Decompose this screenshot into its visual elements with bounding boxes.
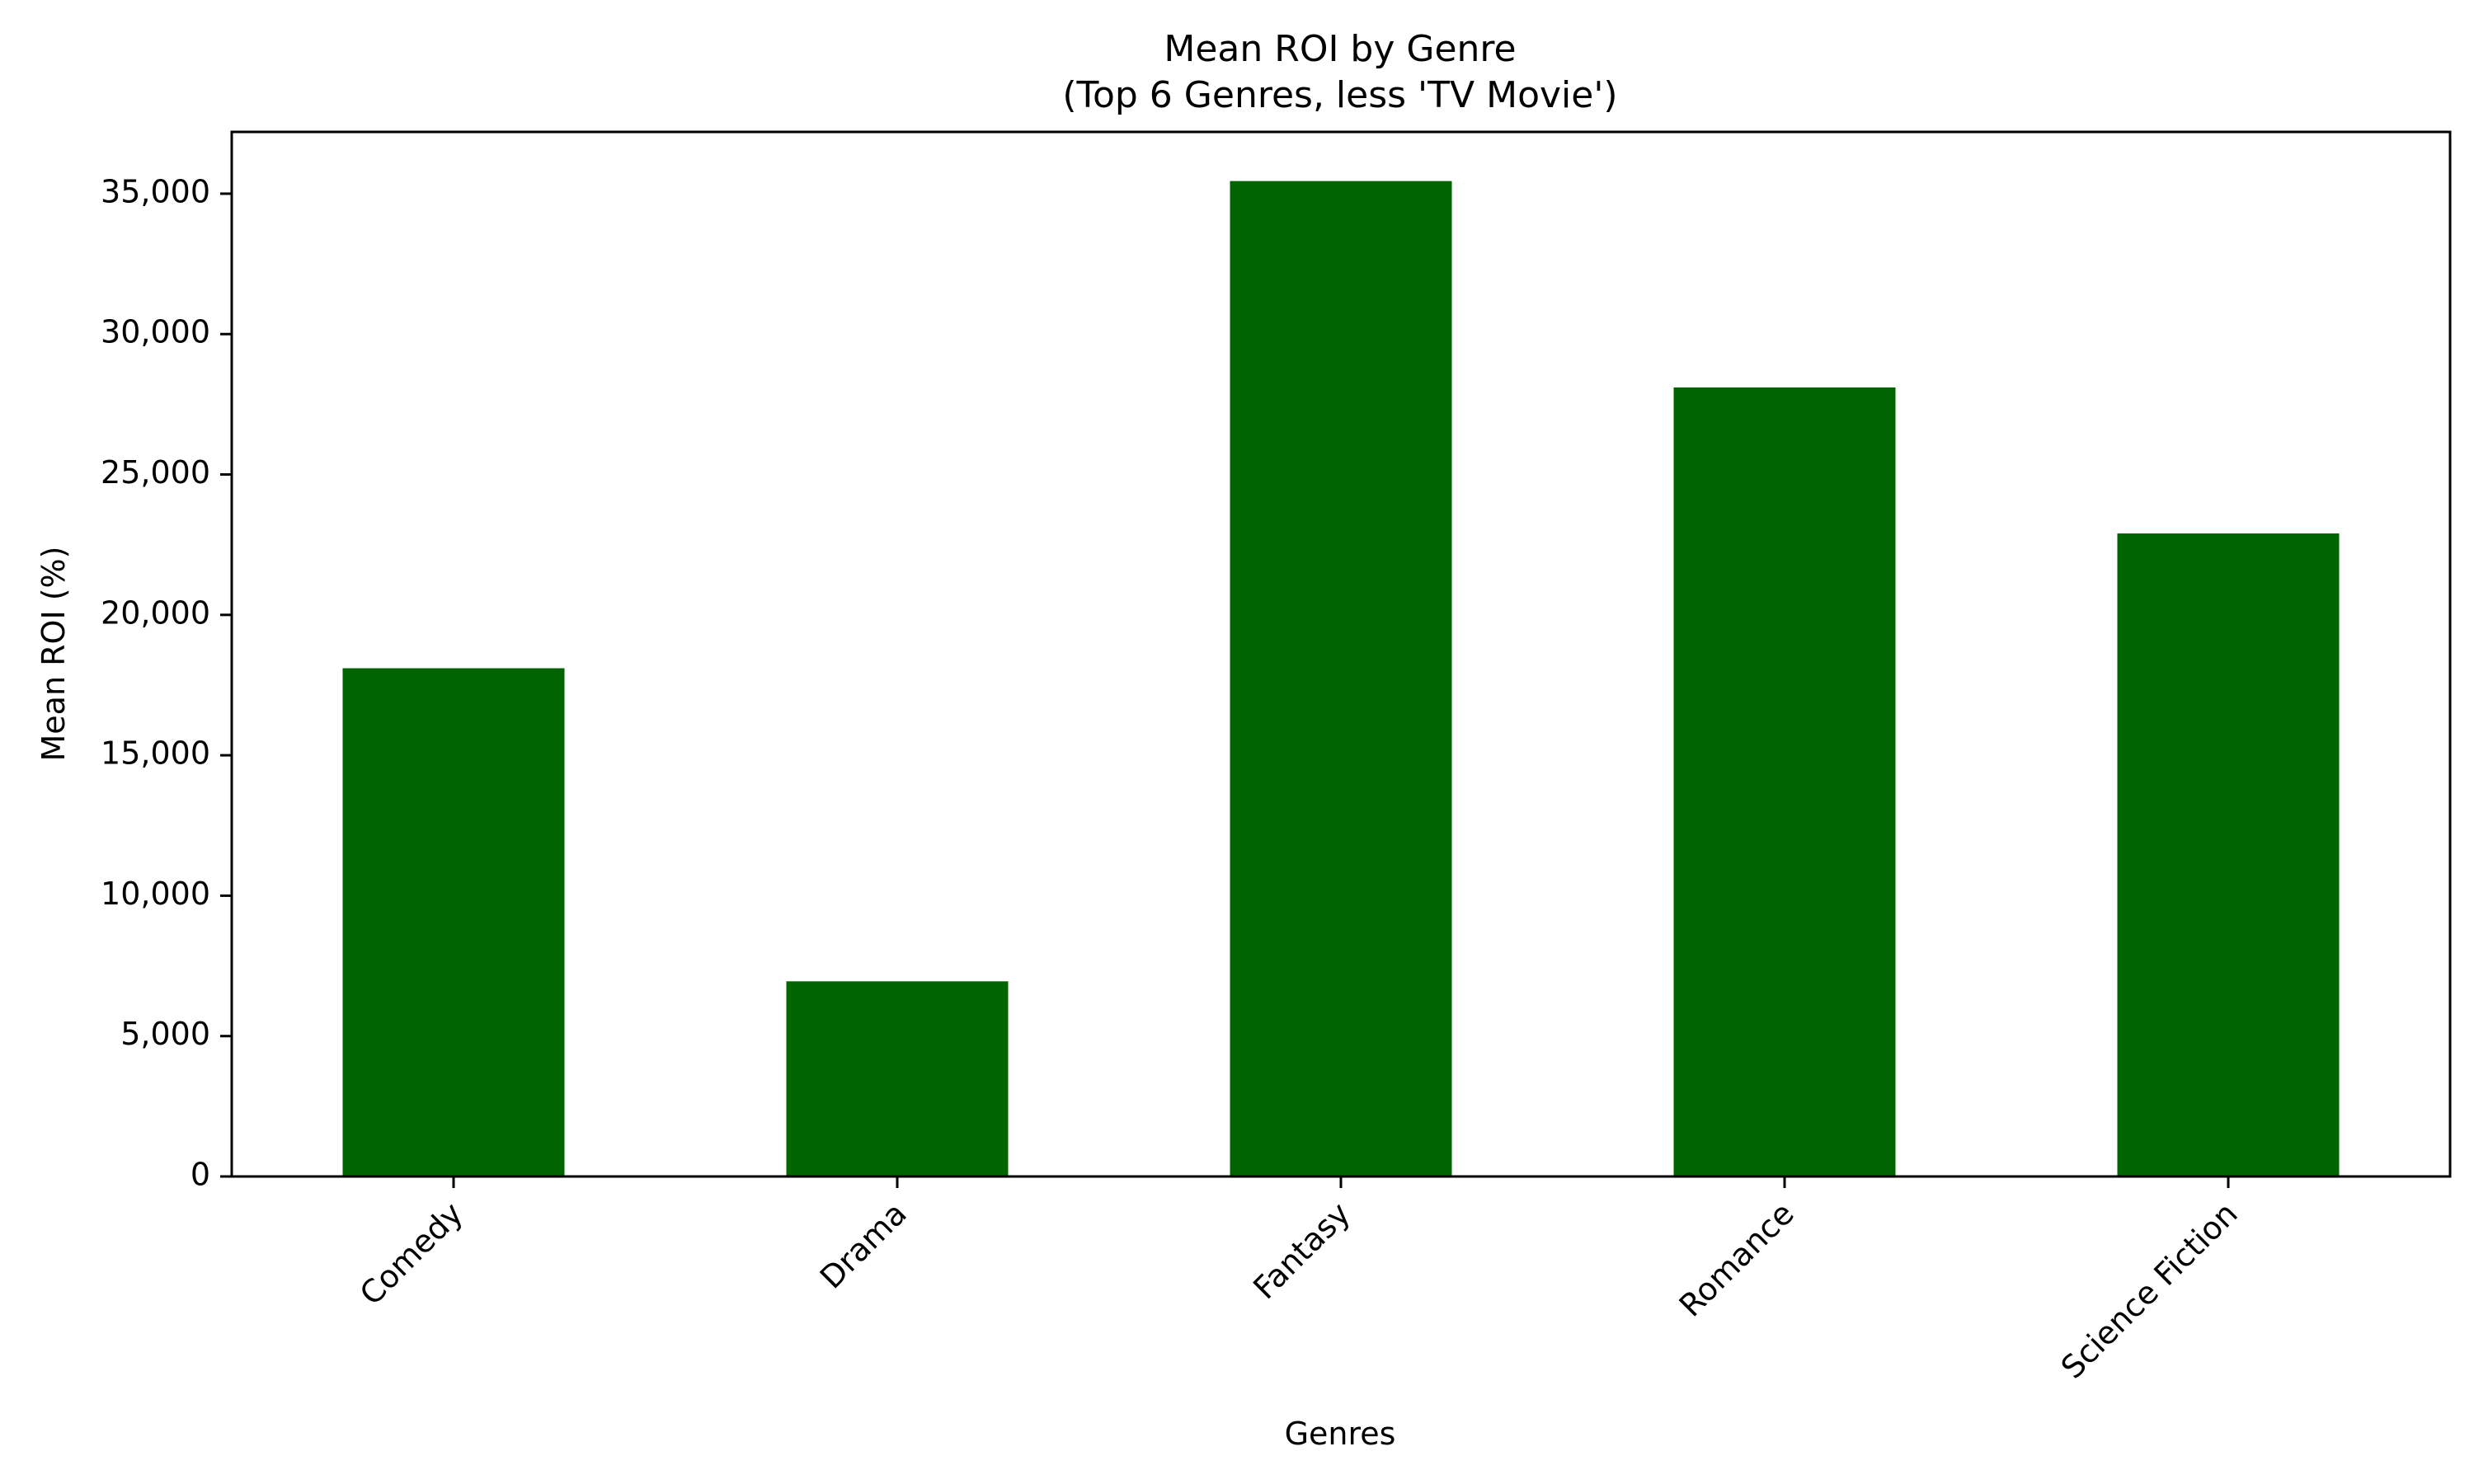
bar-romance — [1673, 387, 1896, 1176]
bar-drama — [786, 981, 1009, 1176]
x-tick-label: Science Fiction — [2054, 1195, 2245, 1386]
plot-frame — [230, 130, 2452, 1178]
y-tick-label: 5,000 — [120, 1016, 210, 1052]
bar-science-fiction — [2117, 533, 2340, 1176]
y-axis: 0 5,000 10,000 15,000 20,000 25,000 30,000 35,0… — [101, 173, 232, 1193]
y-tick-label: 10,000 — [101, 876, 210, 912]
bar-fantasy — [1230, 181, 1452, 1177]
y-tick-label: 25,000 — [101, 454, 210, 491]
y-tick-label: 0 — [190, 1157, 210, 1193]
x-tick-label: Romance — [1672, 1195, 1801, 1324]
y-tick-label: 20,000 — [101, 594, 210, 631]
x-tick-label: Drama — [813, 1195, 914, 1296]
y-tick-label: 35,000 — [101, 173, 210, 209]
x-axis: Comedy Drama Fantasy Romance Science Fiction — [353, 1176, 2245, 1386]
bar-comedy — [342, 668, 565, 1176]
x-axis-label: Genres — [1285, 1416, 1396, 1452]
y-tick-label: 30,000 — [101, 314, 210, 350]
chart-title: Mean ROI by Genre — [1164, 28, 1516, 70]
y-tick-label: 15,000 — [101, 735, 210, 772]
chart-subtitle: (Top 6 Genres, less 'TV Movie') — [1062, 74, 1617, 116]
bars-layer — [342, 181, 2340, 1177]
y-axis-label: Mean ROI (%) — [35, 547, 72, 762]
x-tick-label: Comedy — [353, 1195, 470, 1313]
x-tick-label: Fantasy — [1246, 1195, 1357, 1307]
